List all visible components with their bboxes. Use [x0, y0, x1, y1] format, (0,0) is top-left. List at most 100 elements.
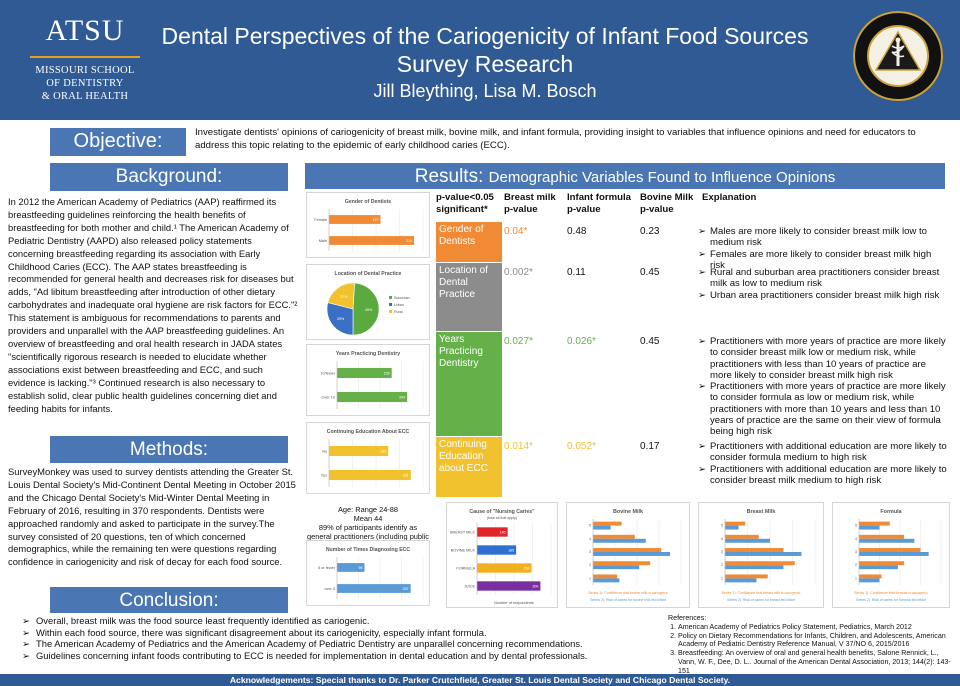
category-label: 1 — [721, 576, 723, 580]
chart-title: Bovine Milk — [613, 509, 643, 515]
row-location-formula: 0.11 — [567, 267, 586, 278]
logo-line-2: OF DENTISTRY — [46, 78, 124, 89]
bovine-milk-chart-svg: Bovine Milk 5 4 3 2 1 Series 1): Confidence th… — [588, 509, 682, 602]
row-years-bovine: 0.45 — [640, 336, 660, 347]
arrow-bullet-icon: ➢ — [698, 463, 707, 475]
poster-authors: Jill Bleything, Lisa M. Bosch — [373, 81, 597, 101]
chart-title: Location of Dental Practice — [335, 271, 402, 277]
th-bovine: Bovine Milk p-value — [640, 192, 694, 215]
conclusion-item: ➢ Guidelines concerning infant foods cont… — [22, 650, 642, 662]
breast-milk-chart-svg: Breast Milk 5 4 3 2 1 Series 1): Confidence th… — [721, 509, 816, 602]
title-line-2: Survey Research — [396, 51, 574, 77]
bar — [859, 548, 921, 552]
legend-label: Series 2): Risk of caries for bovine mil… — [590, 598, 666, 602]
arrow-bullet-icon: ➢ — [698, 336, 707, 347]
bar — [593, 574, 618, 579]
data-label: 159 — [384, 372, 390, 376]
data-label: 137 — [373, 218, 379, 222]
explanation-item: ➢ Females are more likely to consider bre… — [698, 249, 948, 272]
pie-slice — [326, 302, 354, 336]
bar — [725, 552, 802, 556]
legend-label: Series 2): Risk of caries for formula fe… — [856, 598, 926, 602]
bar — [593, 561, 651, 566]
data-label: 257 — [403, 587, 409, 591]
bar — [329, 236, 414, 245]
bar — [859, 521, 890, 526]
th-explanation: Explanation — [702, 192, 757, 203]
slice-label: 29% — [337, 317, 345, 321]
bar — [725, 534, 759, 539]
row-years-breast: 0.027* — [504, 336, 533, 347]
row-ce-bovine: 0.17 — [640, 441, 660, 452]
reference-item: Policy on Dietary Recommendations for In… — [678, 632, 954, 650]
row-category-gender: Gender of Dentists — [436, 222, 502, 262]
bar — [725, 521, 746, 526]
category-label: 5 — [589, 524, 591, 528]
category-label: 3 — [855, 550, 857, 554]
data-label: 185 — [508, 549, 514, 553]
ce-chart: Continuing Education About ECC No 189 Yes 26… — [306, 422, 430, 494]
bar — [859, 565, 898, 570]
data-label: 204 — [399, 396, 405, 400]
row-ce-formula: 0.052* — [567, 441, 596, 452]
age-range: Age: Range 24-88 — [338, 505, 398, 514]
bar — [593, 548, 662, 552]
gender-chart-svg: Gender of Dentists Female 137 Male 226 — [314, 199, 424, 251]
legend-swatch — [389, 303, 392, 306]
chart-title: Years Practicing Dentistry — [336, 351, 400, 357]
data-label: 258 — [524, 567, 530, 571]
bar — [477, 563, 532, 573]
th-formula: Infant formula p-value — [567, 192, 631, 215]
row-category-ce: Continuing Education about ECC — [436, 437, 502, 497]
bar — [859, 525, 880, 530]
explanation-item: ➢ Urban area practitioners consider breas… — [698, 290, 948, 301]
arrow-bullet-icon: ➢ — [698, 248, 707, 260]
nursing-caries-chart-svg: Cause of "Nursing Caries"(total all that… — [450, 509, 552, 605]
category-label: 2 — [589, 563, 591, 567]
methods-text: SurveyMonkey was used to survey dentists… — [8, 466, 296, 568]
conclusion-list: ➢ Overall, breast milk was the food sourc… — [22, 615, 642, 661]
conclusion-text: Within each food source, there was signi… — [36, 626, 487, 638]
data-label: 189 — [380, 450, 386, 454]
arrow-bullet-icon: ➢ — [698, 226, 707, 237]
bar — [725, 578, 757, 583]
references-list: American Academy of Pediatrics Policy St… — [678, 623, 954, 676]
arrow-bullet-icon: ➢ — [698, 381, 707, 393]
legend-label: Urban — [394, 303, 404, 307]
category-label: JUICE — [464, 585, 475, 589]
logo-wordmark: ATSU — [45, 14, 125, 47]
poster-title: Dental Perspectives of the Cariogenicity… — [160, 22, 810, 78]
formula-chart: Formula 5 4 3 2 1 Series 1): Confidence that f… — [832, 502, 950, 608]
explanation-item: ➢ Practitioners with more years of practi… — [698, 336, 948, 381]
header-banner: ATSU MISSOURI SCHOOL OF DENTISTRY & ORAL… — [0, 0, 960, 120]
legend-label: Series 1): Confidence that breast milk i… — [722, 591, 801, 595]
legend-swatch — [389, 310, 392, 313]
bar — [859, 538, 915, 543]
explanation-text: Practitioners with additional education … — [710, 441, 947, 464]
chart-title: Number of Times Diagnosing ECC — [326, 547, 411, 553]
legend-label: Series 1): Confidence that bovine milk i… — [588, 591, 668, 595]
location-chart-svg: Location of Dental Practice 49% 29% 22% Subu… — [326, 271, 410, 336]
bar — [593, 578, 620, 583]
category-label: Yes — [321, 474, 327, 478]
conclusion-item: ➢ The American Academy of Pediatrics and … — [22, 638, 642, 650]
bar — [725, 538, 770, 543]
conclusion-item: ➢ Overall, breast milk was the food sourc… — [22, 615, 642, 627]
acknowledgements-footer: Acknowledgements: Special thanks to Dr. … — [0, 674, 960, 686]
breast-milk-chart: Breast Milk 5 4 3 2 1 Series 1): Confidence th… — [698, 502, 824, 608]
nursing-caries-chart: Cause of "Nursing Caries" (total all that… — [446, 502, 558, 608]
gender-chart: Gender of Dentists Female 137 Male 226 — [306, 192, 430, 258]
explanation-text: Practitioners with additional education … — [710, 463, 947, 486]
category-label: Over 10 — [321, 396, 335, 400]
row-gender-bovine: 0.23 — [640, 226, 660, 237]
slice-label: 22% — [340, 295, 348, 299]
explanation-item: ➢ Practitioners with additional education… — [698, 464, 948, 487]
pie-slice — [352, 282, 380, 336]
category-label: FORMULA — [456, 567, 475, 571]
category-label: 2 — [721, 563, 723, 567]
objective-heading: Objective: — [50, 128, 186, 156]
row-location-explanations: ➢ Rural and suburban area practitioners c… — [698, 267, 948, 301]
arrow-bullet-icon: ➢ — [698, 267, 707, 278]
explanation-text: Rural and suburban area practitioners co… — [710, 267, 940, 290]
category-label: 3 — [721, 550, 723, 554]
